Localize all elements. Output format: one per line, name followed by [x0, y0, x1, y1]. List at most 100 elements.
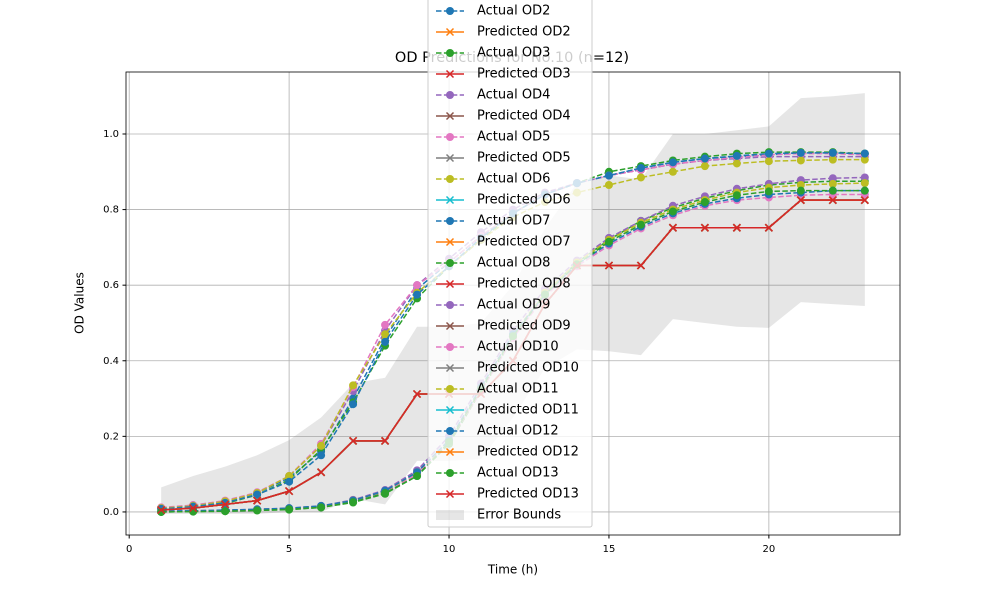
- x-marker: [285, 487, 294, 496]
- legend-label: Actual OD3: [477, 46, 550, 61]
- circle-marker: [446, 175, 454, 183]
- circle-marker: [604, 237, 613, 246]
- legend-label: Predicted OD5: [477, 151, 571, 166]
- circle-marker: [381, 320, 390, 329]
- legend-label: Actual OD7: [477, 214, 550, 229]
- y-tick-label: 0.6: [103, 280, 119, 291]
- circle-marker: [285, 505, 294, 514]
- circle-marker: [764, 149, 773, 158]
- legend-label: Error Bounds: [477, 508, 561, 523]
- x-marker: [796, 196, 805, 205]
- legend-label: Predicted OD3: [477, 67, 571, 82]
- circle-marker: [285, 477, 294, 486]
- legend-swatch: [436, 510, 464, 520]
- circle-marker: [446, 49, 454, 57]
- x-marker: [604, 261, 613, 270]
- x-marker: [189, 504, 198, 513]
- legend-label: Actual OD4: [477, 88, 550, 103]
- circle-marker: [221, 507, 230, 516]
- circle-marker: [446, 91, 454, 99]
- x-marker: [413, 389, 422, 399]
- circle-marker: [446, 7, 454, 15]
- x-marker: [221, 500, 230, 509]
- legend-label: Actual OD12: [477, 424, 559, 439]
- x-marker: [445, 69, 455, 79]
- x-marker: [445, 27, 455, 37]
- legend-label: Predicted OD7: [477, 235, 571, 250]
- circle-marker: [860, 179, 869, 188]
- circle-marker: [668, 158, 677, 167]
- legend-label: Actual OD9: [477, 298, 550, 313]
- circle-marker: [828, 174, 837, 183]
- circle-marker: [446, 217, 454, 225]
- x-marker: [349, 436, 358, 445]
- circle-marker: [796, 181, 805, 190]
- legend-label: Predicted OD9: [477, 319, 571, 334]
- circle-marker: [668, 207, 677, 216]
- x-tick-label: 20: [763, 544, 776, 555]
- legend-label: Predicted OD6: [477, 193, 571, 208]
- circle-marker: [604, 171, 613, 180]
- x-marker: [764, 223, 773, 232]
- circle-marker: [446, 133, 454, 141]
- circle-marker: [860, 173, 869, 182]
- x-marker: [636, 261, 645, 270]
- circle-marker: [446, 385, 454, 393]
- circle-marker: [285, 472, 294, 481]
- circle-marker: [253, 490, 262, 499]
- circle-marker: [381, 330, 390, 339]
- x-marker: [253, 496, 262, 505]
- circle-marker: [221, 498, 230, 507]
- y-tick-label: 0.0: [103, 507, 119, 518]
- x-marker: [381, 436, 390, 445]
- circle-marker: [732, 191, 741, 200]
- circle-marker: [413, 290, 422, 299]
- circle-marker: [700, 198, 709, 207]
- circle-marker: [668, 167, 677, 176]
- circle-marker: [381, 337, 390, 346]
- circle-marker: [732, 159, 741, 168]
- circle-marker: [317, 441, 326, 450]
- y-tick-label: 0.2: [103, 431, 119, 442]
- x-marker: [445, 195, 455, 205]
- circle-marker: [636, 173, 645, 182]
- x-marker: [445, 237, 455, 247]
- x-marker: [445, 363, 455, 373]
- circle-marker: [446, 427, 454, 435]
- circle-marker: [764, 157, 773, 166]
- y-tick-label: 0.4: [103, 356, 119, 367]
- legend-label: Predicted OD10: [477, 361, 579, 376]
- circle-marker: [636, 220, 645, 229]
- circle-marker: [764, 187, 773, 196]
- x-marker: [445, 111, 455, 121]
- circle-marker: [446, 469, 454, 477]
- x-marker: [445, 489, 455, 499]
- circle-marker: [413, 472, 422, 481]
- circle-marker: [732, 151, 741, 160]
- legend-label: Predicted OD11: [477, 403, 579, 418]
- legend-label: Actual OD11: [477, 382, 559, 397]
- y-tick-label: 0.8: [103, 205, 119, 216]
- legend-label: Actual OD8: [477, 256, 550, 271]
- legend-label: Predicted OD2: [477, 25, 571, 40]
- circle-marker: [446, 343, 454, 351]
- circle-marker: [828, 179, 837, 188]
- circle-marker: [446, 259, 454, 267]
- legend-label: Predicted OD4: [477, 109, 571, 124]
- circle-marker: [860, 186, 869, 195]
- circle-marker: [349, 498, 358, 507]
- circle-marker: [413, 281, 422, 290]
- legend-box: [427, 0, 593, 528]
- x-marker: [445, 447, 455, 457]
- circle-marker: [349, 381, 358, 390]
- circle-marker: [446, 301, 454, 309]
- x-axis-label: Time (h): [487, 563, 538, 577]
- x-marker: [445, 321, 455, 331]
- legend-label: Actual OD13: [477, 466, 559, 481]
- circle-marker: [317, 503, 326, 512]
- y-tick-label: 1.0: [103, 129, 119, 140]
- x-marker: [317, 468, 326, 477]
- circle-marker: [796, 148, 805, 157]
- circle-marker: [604, 181, 613, 190]
